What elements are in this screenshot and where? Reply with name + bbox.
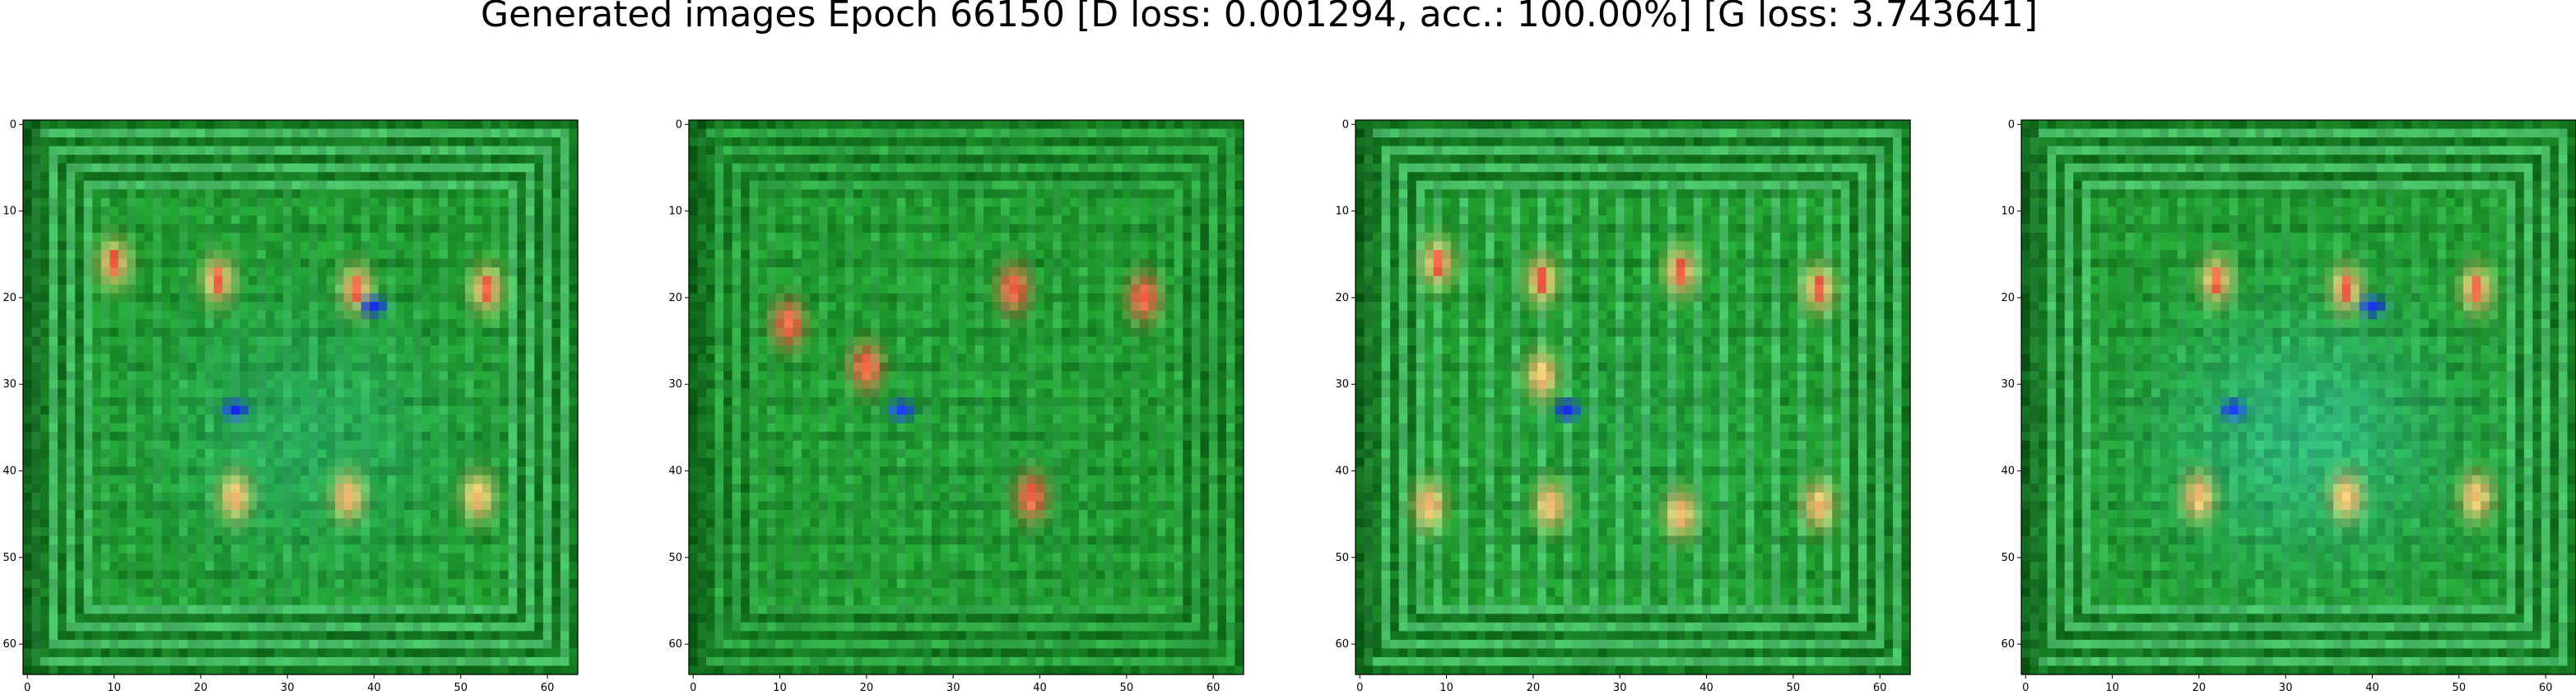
y-tick-label: 30 — [2, 378, 16, 391]
x-tick-label: 50 — [1787, 682, 1801, 694]
y-tick-label: 60 — [668, 638, 682, 651]
x-tick-label: 0 — [24, 682, 30, 694]
x-tick-label: 20 — [860, 682, 874, 694]
x-tick-label: 20 — [2192, 682, 2206, 694]
y-tick-label: 0 — [676, 118, 682, 131]
x-tick-label: 60 — [541, 682, 555, 694]
image-panel-4: 0 0 10 10 20 20 30 30 40 40 50 50 60 60 — [2001, 118, 2576, 694]
x-tick-label: 0 — [690, 682, 696, 694]
y-tick-label: 40 — [2001, 466, 2015, 478]
y-tick-label: 10 — [2, 206, 16, 218]
x-tick-label: 20 — [1527, 682, 1541, 694]
x-tick-label: 0 — [2022, 682, 2029, 694]
y-tick-label: 50 — [2001, 552, 2015, 564]
y-tick-label: 10 — [1335, 206, 1349, 218]
x-tick-label: 20 — [194, 682, 208, 694]
x-tick-label: 40 — [1033, 682, 1047, 694]
x-tick-label: 50 — [2453, 682, 2467, 694]
y-tick-label: 60 — [2, 638, 16, 651]
panels: 0 0 10 10 20 20 30 30 40 40 50 50 60 60 0 0 10 10 20 20 30 30… — [2, 118, 2576, 694]
image-panel-3: 0 0 10 10 20 20 30 30 40 40 50 50 60 60 — [1335, 118, 1910, 694]
image-panel-2: 0 0 10 10 20 20 30 30 40 40 50 50 60 60 — [668, 118, 1244, 694]
y-tick-label: 30 — [1335, 378, 1349, 391]
image-panel-1: 0 0 10 10 20 20 30 30 40 40 50 50 60 60 — [2, 118, 578, 694]
y-tick-label: 40 — [1335, 466, 1349, 478]
y-tick-label: 20 — [2001, 292, 2015, 304]
y-tick-label: 10 — [668, 206, 682, 218]
y-tick-label: 10 — [2001, 206, 2015, 218]
y-tick-label: 50 — [2, 552, 16, 564]
x-tick-label: 60 — [2539, 682, 2553, 694]
y-tick-label: 20 — [2, 292, 16, 304]
x-tick-label: 30 — [281, 682, 295, 694]
y-tick-label: 50 — [668, 552, 682, 564]
y-tick-label: 40 — [668, 466, 682, 478]
x-tick-label: 10 — [107, 682, 121, 694]
x-tick-label: 50 — [454, 682, 468, 694]
x-tick-label: 10 — [2105, 682, 2119, 694]
x-tick-label: 30 — [2279, 682, 2293, 694]
y-tick-label: 0 — [10, 118, 16, 131]
x-tick-label: 60 — [1873, 682, 1887, 694]
y-tick-label: 20 — [668, 292, 682, 304]
y-tick-label: 60 — [2001, 638, 2015, 651]
y-tick-label: 0 — [2008, 118, 2015, 131]
y-tick-label: 50 — [1335, 552, 1349, 564]
x-tick-label: 0 — [1356, 682, 1363, 694]
y-tick-label: 60 — [1335, 638, 1349, 651]
x-tick-label: 50 — [1120, 682, 1134, 694]
x-tick-label: 30 — [946, 682, 960, 694]
x-tick-label: 30 — [1613, 682, 1627, 694]
x-tick-label: 40 — [1700, 682, 1713, 694]
x-tick-label: 10 — [1439, 682, 1453, 694]
x-tick-label: 40 — [367, 682, 381, 694]
y-tick-label: 40 — [2, 466, 16, 478]
y-tick-label: 30 — [2001, 378, 2015, 391]
y-tick-label: 20 — [1335, 292, 1349, 304]
figure-title: Generated images Epoch 66150 [D loss: 0.… — [481, 0, 2038, 35]
x-tick-label: 40 — [2365, 682, 2379, 694]
x-tick-label: 60 — [1207, 682, 1221, 694]
y-tick-label: 30 — [668, 378, 682, 391]
x-tick-label: 10 — [773, 682, 787, 694]
y-tick-label: 0 — [1342, 118, 1349, 131]
